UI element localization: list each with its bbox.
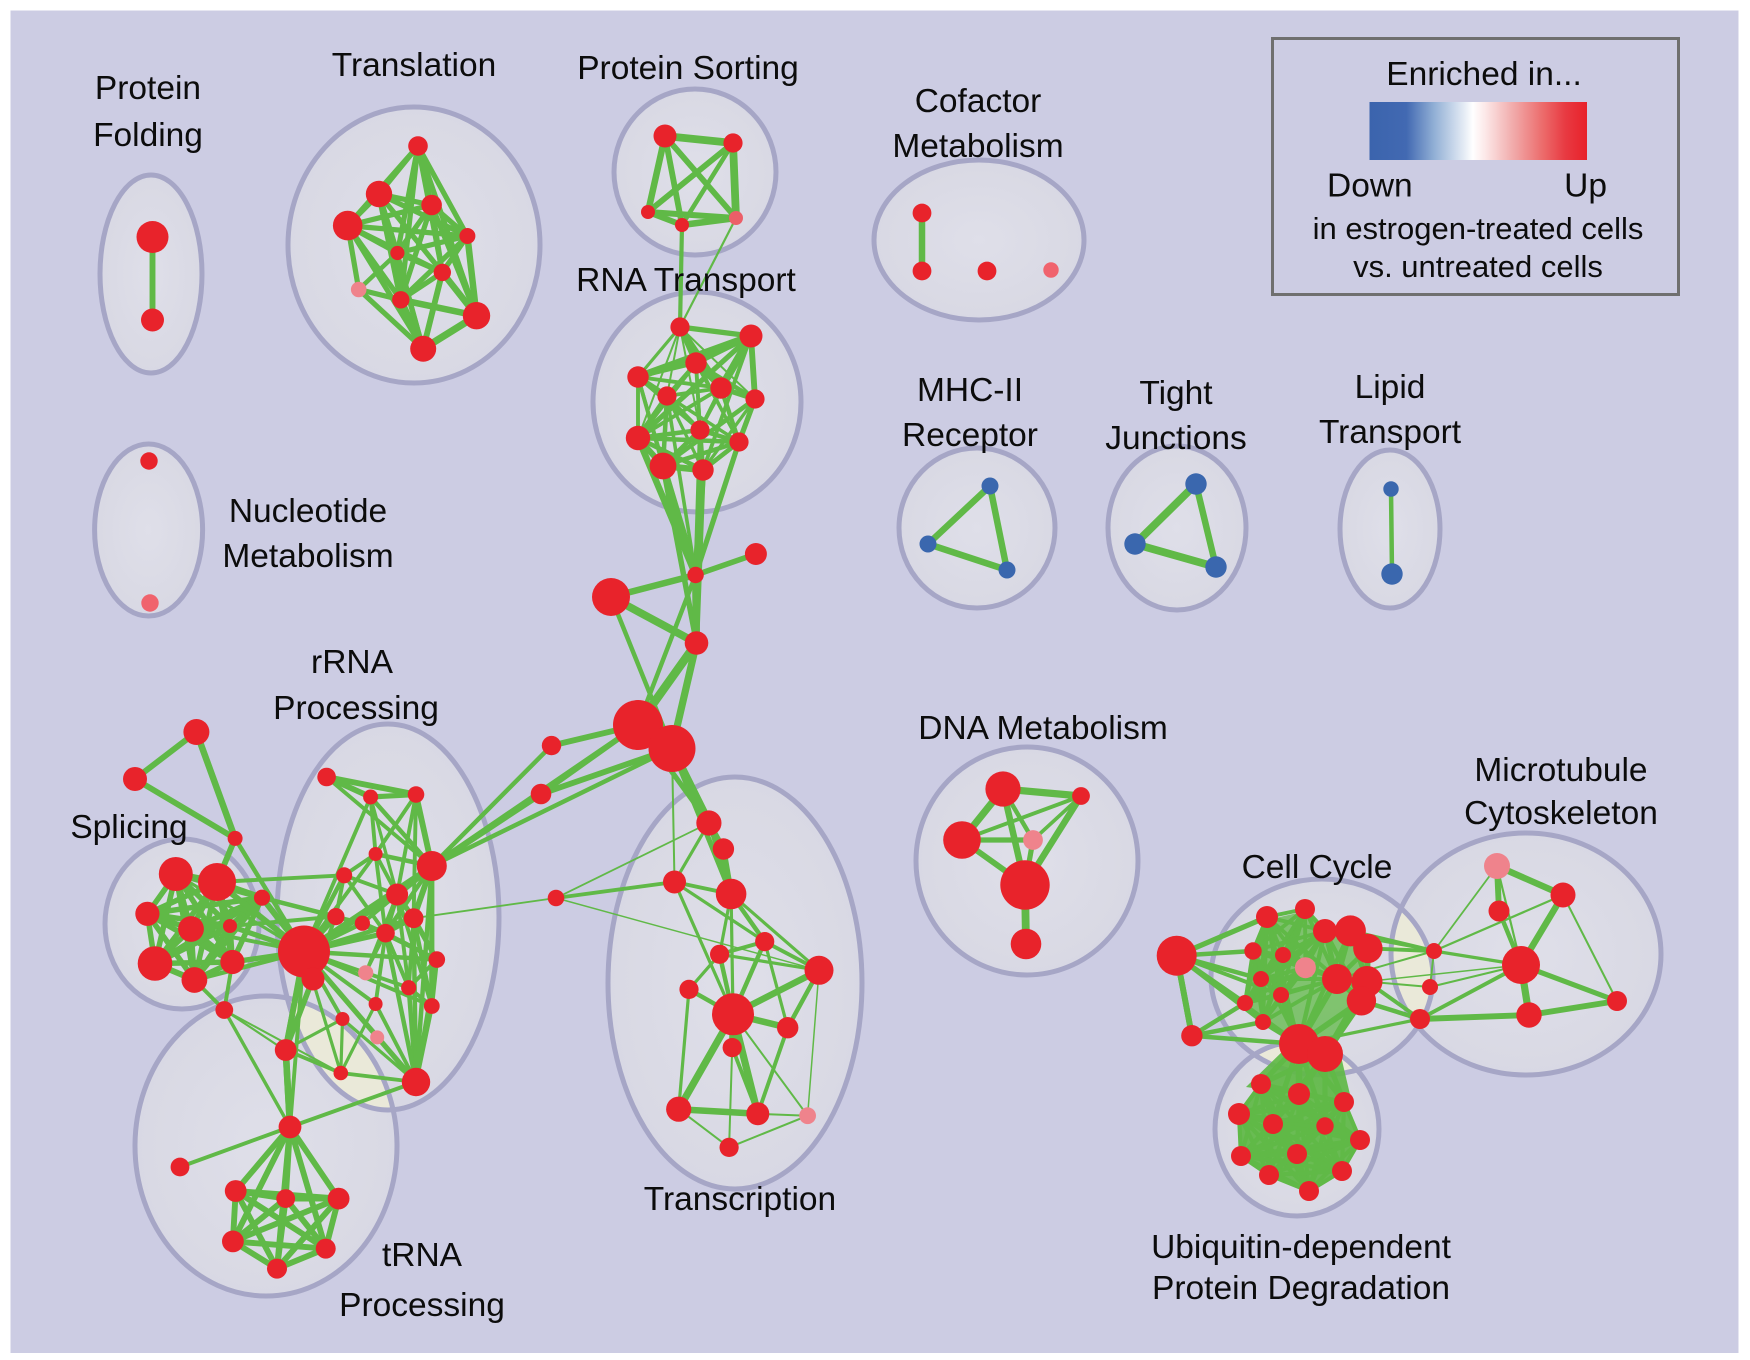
- svg-text:Processing: Processing: [339, 1287, 505, 1324]
- svg-text:RNA Transport: RNA Transport: [576, 262, 796, 299]
- svg-text:Receptor: Receptor: [902, 417, 1038, 454]
- svg-text:DNA Metabolism: DNA Metabolism: [918, 710, 1167, 747]
- svg-text:Lipid: Lipid: [1355, 369, 1426, 406]
- svg-text:Translation: Translation: [332, 47, 496, 84]
- svg-text:Microtubule: Microtubule: [1474, 752, 1647, 789]
- svg-text:Protein Degradation: Protein Degradation: [1152, 1270, 1450, 1307]
- svg-text:vs. untreated cells: vs. untreated cells: [1353, 249, 1603, 284]
- svg-text:MHC-II: MHC-II: [917, 372, 1023, 409]
- svg-text:Cytoskeleton: Cytoskeleton: [1464, 795, 1658, 832]
- svg-text:Transcription: Transcription: [644, 1181, 836, 1218]
- svg-text:Folding: Folding: [93, 117, 203, 154]
- svg-text:Up: Up: [1564, 168, 1607, 205]
- svg-text:Junctions: Junctions: [1105, 420, 1247, 457]
- svg-text:Metabolism: Metabolism: [222, 538, 393, 575]
- svg-text:Enriched in...: Enriched in...: [1386, 56, 1582, 93]
- svg-text:Metabolism: Metabolism: [892, 128, 1063, 165]
- svg-text:tRNA: tRNA: [382, 1237, 463, 1274]
- svg-text:rRNA: rRNA: [311, 644, 394, 681]
- svg-text:Protein: Protein: [95, 70, 201, 107]
- svg-text:Processing: Processing: [273, 690, 439, 727]
- svg-text:Cell Cycle: Cell Cycle: [1242, 849, 1393, 886]
- svg-text:in estrogen-treated cells: in estrogen-treated cells: [1313, 211, 1644, 246]
- svg-text:Protein Sorting: Protein Sorting: [577, 50, 799, 87]
- svg-text:Down: Down: [1327, 168, 1413, 205]
- svg-text:Splicing: Splicing: [70, 809, 187, 846]
- svg-text:Transport: Transport: [1319, 414, 1462, 451]
- svg-text:Tight: Tight: [1139, 375, 1213, 412]
- svg-text:Cofactor: Cofactor: [915, 83, 1042, 120]
- svg-text:Nucleotide: Nucleotide: [229, 493, 387, 530]
- svg-text:Ubiquitin-dependent: Ubiquitin-dependent: [1151, 1229, 1452, 1266]
